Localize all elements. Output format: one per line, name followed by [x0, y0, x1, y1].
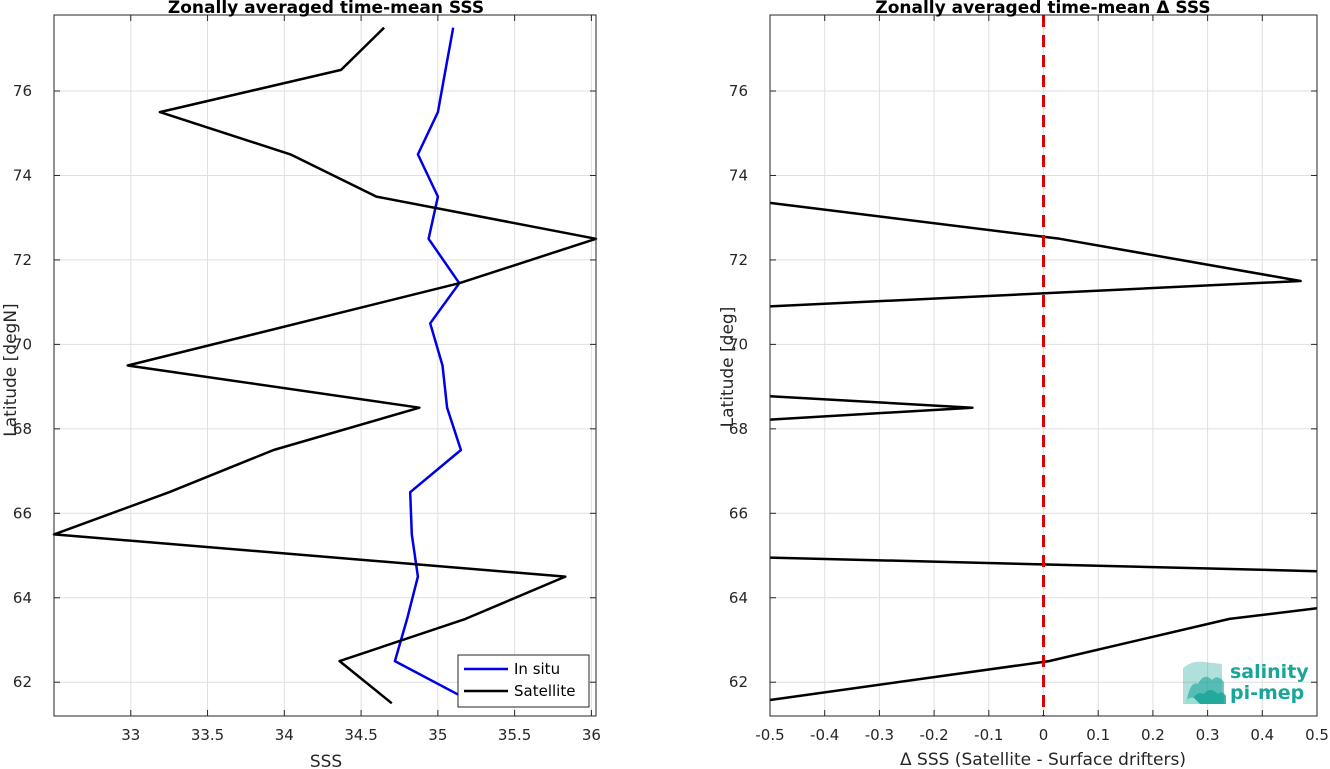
- sss-ticks: 33 33.5 34 34.5 35 35.5 36 62 64 66 68 70 72 74 76: [13, 15, 601, 744]
- delta-sss-y-tick-label: 76: [729, 82, 748, 100]
- sss-y-tick-label: 74: [13, 166, 32, 184]
- delta-sss-x-tick-label: 0.1: [1086, 726, 1110, 744]
- delta-sss-series-line: [769, 395, 974, 421]
- delta-sss-series-line: [769, 607, 1318, 702]
- sss-x-tick-label: 36: [582, 726, 601, 744]
- logo-text-pi-mep: pi-mep: [1230, 682, 1304, 704]
- sss-x-axis-label: SSS: [310, 752, 342, 769]
- delta-sss-x-tick-label: -0.2: [919, 726, 948, 744]
- legend-label-satellite: Satellite: [514, 682, 575, 700]
- sss-title: Zonally averaged time-mean SSS: [168, 0, 484, 18]
- sss-panel: 33 33.5 34 34.5 35 35.5 36 62 64 66 68 70 72 74 76 Zon…: [1, 0, 601, 769]
- delta-sss-x-tick-label: 0.5: [1305, 726, 1329, 744]
- delta-sss-ticks: -0.5 -0.4 -0.3 -0.2 -0.1 0 0.1 0.2 0.3 0.4 0.5 62 64…: [729, 15, 1329, 744]
- delta-sss-x-tick-label: 0.4: [1250, 726, 1274, 744]
- logo-text-salinity: salinity: [1230, 661, 1309, 683]
- sss-x-tick-label: 33: [121, 726, 140, 744]
- delta-sss-series-line: [769, 201, 1302, 308]
- delta-sss-panel: -0.5 -0.4 -0.3 -0.2 -0.1 0 0.1 0.2 0.3 0.4 0.5 62 64…: [718, 0, 1329, 769]
- delta-sss-x-tick-label: 0: [1039, 726, 1049, 744]
- sss-y-tick-label: 76: [13, 82, 32, 100]
- legend-label-in-situ: In situ: [514, 660, 560, 678]
- sss-y-tick-label: 62: [13, 673, 32, 691]
- delta-sss-y-tick-label: 64: [729, 589, 748, 607]
- delta-sss-title: Zonally averaged time-mean Δ SSS: [875, 0, 1210, 18]
- sss-plot-area: [54, 15, 596, 716]
- sss-y-tick-label: 68: [13, 420, 32, 438]
- logo-wave-icon: [1183, 661, 1226, 704]
- delta-sss-y-tick-label: 62: [729, 673, 748, 691]
- legend-box: [457, 654, 590, 708]
- delta-sss-x-axis-label: Δ SSS (Satellite - Surface drifters): [900, 750, 1186, 769]
- sss-y-tick-label: 72: [13, 251, 32, 269]
- delta-sss-y-axis-label: Latitude [deg]: [718, 307, 738, 428]
- sss-y-tick-label: 64: [13, 589, 32, 607]
- sss-x-tick-label: 34.5: [344, 726, 377, 744]
- delta-sss-y-tick-label: 68: [729, 420, 748, 438]
- sss-y-tick-label: 70: [13, 335, 32, 353]
- sss-x-tick-label: 34: [275, 726, 294, 744]
- delta-sss-x-tick-label: -0.3: [865, 726, 894, 744]
- sss-x-tick-label: 35.5: [498, 726, 531, 744]
- delta-sss-y-tick-label: 72: [729, 251, 748, 269]
- delta-sss-x-tick-label: -0.1: [974, 726, 1003, 744]
- delta-sss-x-tick-label: -0.4: [810, 726, 839, 744]
- delta-sss-x-tick-label: 0.2: [1141, 726, 1165, 744]
- delta-sss-y-tick-label: 66: [729, 504, 748, 522]
- delta-sss-y-tick-label: 70: [729, 335, 748, 353]
- sss-series: [52, 26, 598, 705]
- sss-y-tick-label: 66: [13, 504, 32, 522]
- sss-series-in-situ: [393, 27, 476, 705]
- sss-y-axis-label: Latitude [degN]: [1, 303, 21, 436]
- delta-sss-x-tick-label: -0.5: [755, 726, 784, 744]
- sss-legend: In situ Satellite: [457, 654, 590, 708]
- salinity-pi-mep-logo: salinity pi-mep: [1183, 661, 1309, 704]
- sss-x-tick-label: 33.5: [191, 726, 224, 744]
- delta-sss-y-tick-label: 74: [729, 166, 748, 184]
- sss-series-satellite: [52, 26, 598, 705]
- sss-axes-frame: [53, 14, 597, 717]
- sss-x-tick-label: 35: [428, 726, 447, 744]
- delta-sss-x-tick-label: 0.3: [1196, 726, 1220, 744]
